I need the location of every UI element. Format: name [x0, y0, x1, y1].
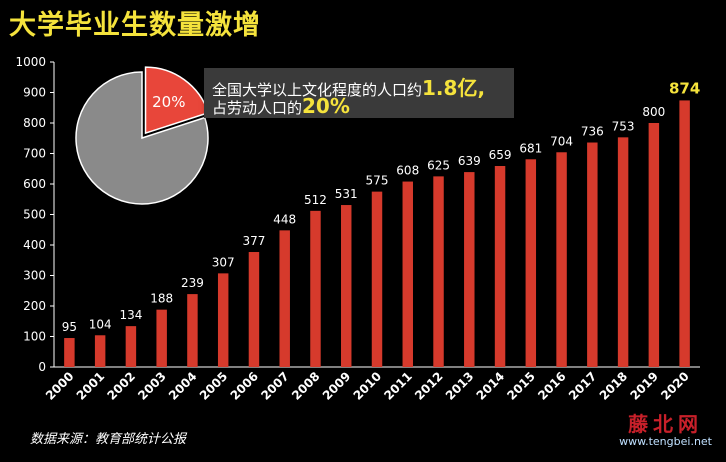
pie-slice-remainder	[75, 71, 209, 205]
bar	[310, 210, 321, 367]
bar-value-label: 188	[150, 292, 173, 306]
bar-value-label: 575	[366, 174, 389, 188]
bar	[64, 338, 75, 367]
bar	[648, 123, 660, 367]
bar	[525, 159, 537, 367]
y-tick-label: 500	[23, 208, 46, 222]
bar	[494, 166, 506, 367]
y-tick-label: 100	[23, 330, 46, 344]
data-source-note: 数据来源：教育部统计公报	[30, 432, 187, 447]
callout-box: 全国大学以上文化程度的人口约1.8亿, 占劳动人口的20%	[204, 68, 514, 118]
bar-value-label: 681	[519, 141, 542, 155]
x-tick-label: 2020	[658, 369, 692, 403]
bar-value-label: 95	[62, 320, 77, 334]
bar	[125, 326, 137, 367]
bar	[248, 252, 260, 367]
bar	[371, 191, 383, 367]
y-tick-label: 300	[23, 269, 46, 283]
bar-value-label: 753	[612, 119, 635, 133]
callout-line-2-highlight: 20%	[302, 94, 350, 118]
watermark-logo: 藤北网	[628, 412, 704, 436]
callout-line-1-text: 全国大学以上文化程度的人口约	[212, 81, 423, 99]
bar	[679, 100, 690, 368]
bar-value-label: 639	[458, 154, 481, 168]
x-tick-label: 2008	[289, 369, 323, 403]
callout-line-2-text: 占劳动人口的	[212, 99, 303, 117]
watermark: 藤北网 www.tengbei.net	[619, 408, 712, 448]
x-tick-label: 2013	[443, 369, 477, 403]
bar	[617, 137, 629, 367]
x-tick-label: 2019	[627, 369, 661, 403]
x-tick-label: 2009	[320, 369, 354, 403]
bar-value-label: 239	[181, 276, 204, 290]
y-tick-label: 800	[23, 116, 46, 130]
bar-value-label: 800	[642, 105, 665, 119]
bar-value-label: 307	[212, 255, 235, 269]
x-tick-label: 2002	[105, 369, 139, 403]
x-tick-label: 2003	[135, 369, 169, 403]
x-tick-label: 2001	[74, 369, 108, 403]
bar	[341, 205, 352, 367]
bar-value-label: 874	[669, 79, 700, 97]
bar	[187, 294, 198, 367]
chart-title: 大学毕业生数量激增	[9, 10, 261, 41]
callout-line-1: 全国大学以上文化程度的人口约1.8亿,	[212, 72, 485, 101]
y-tick-label: 1000	[15, 55, 46, 69]
bar-value-label: 104	[89, 317, 112, 331]
bar-value-label: 659	[489, 148, 512, 162]
bar-value-label: 448	[273, 212, 296, 226]
bar	[402, 181, 413, 367]
bar	[217, 273, 229, 367]
y-tick-label: 700	[23, 147, 46, 161]
x-tick-label: 2006	[228, 369, 262, 403]
bar	[587, 142, 598, 367]
x-tick-label: 2007	[258, 369, 292, 403]
bar-value-label: 704	[550, 134, 573, 148]
callout-line-1-highlight: 1.8亿,	[422, 76, 486, 100]
x-tick-label: 2015	[504, 369, 538, 403]
y-tick-label: 0	[38, 360, 46, 374]
bar	[464, 172, 475, 367]
y-tick-label: 900	[23, 86, 46, 100]
bar	[94, 335, 106, 367]
y-tick-label: 400	[23, 238, 46, 252]
x-tick-label: 2014	[474, 369, 508, 403]
bar-value-label: 736	[581, 125, 604, 139]
x-tick-label: 2005	[197, 369, 231, 403]
bar-value-label: 512	[304, 193, 327, 207]
watermark-url: www.tengbei.net	[619, 435, 712, 448]
x-tick-label: 2017	[566, 369, 600, 403]
bar-value-label: 608	[396, 164, 419, 178]
y-tick-label: 600	[23, 177, 46, 191]
x-tick-label: 2010	[351, 369, 385, 403]
bar-value-label: 531	[335, 187, 358, 201]
x-tick-label: 2004	[166, 369, 200, 403]
y-tick-label: 200	[23, 299, 46, 313]
x-tick-label: 2012	[412, 369, 446, 403]
bar	[556, 152, 567, 367]
x-tick-label: 2000	[43, 369, 77, 403]
x-tick-label: 2018	[597, 369, 631, 403]
bar-value-label: 377	[242, 234, 265, 248]
pie-slice-label: 20%	[152, 93, 185, 111]
bar-value-label: 625	[427, 158, 450, 172]
x-tick-label: 2016	[535, 369, 569, 403]
callout-line-2: 占劳动人口的20%	[212, 94, 350, 118]
bar-value-label: 134	[119, 308, 142, 322]
bar	[156, 309, 167, 367]
bar	[433, 176, 444, 367]
x-tick-label: 2011	[381, 369, 415, 403]
bar	[279, 230, 290, 367]
